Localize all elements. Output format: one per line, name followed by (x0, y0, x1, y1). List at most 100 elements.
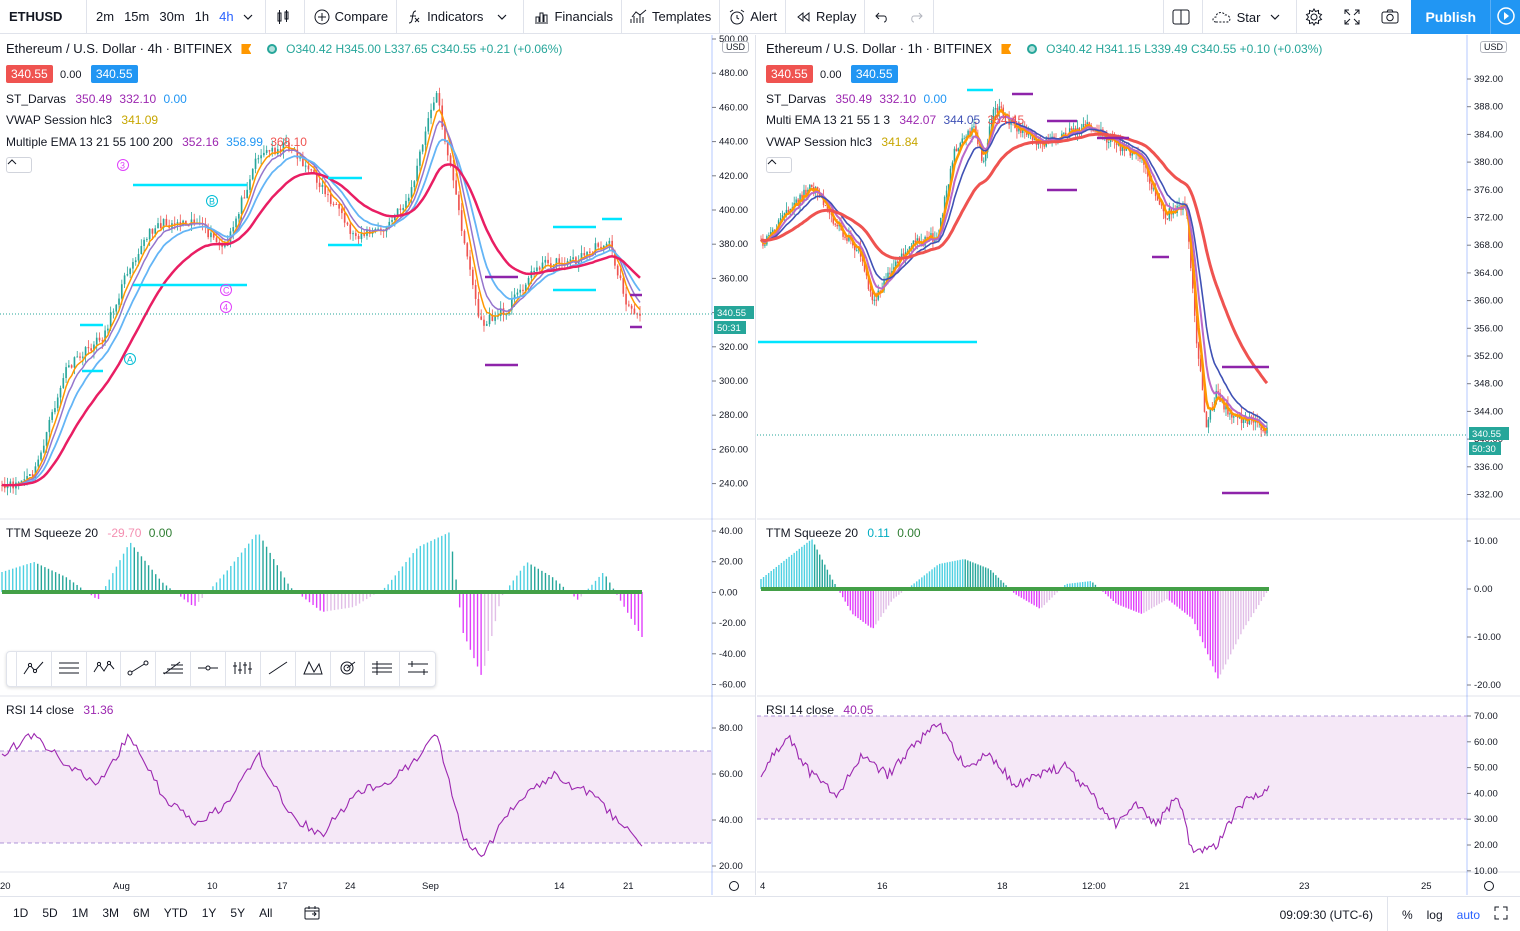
chevron-down-icon[interactable] (1266, 8, 1284, 26)
candle-body (1207, 419, 1210, 428)
range-5d[interactable]: 5D (42, 905, 58, 920)
range-all[interactable]: All (259, 905, 273, 920)
candle-body (90, 348, 92, 351)
interval-2m[interactable]: 2m (96, 9, 115, 24)
left-currency-label[interactable]: USD (722, 41, 750, 53)
legend-collapse-button[interactable] (6, 157, 32, 173)
replay-button[interactable]: Replay (786, 0, 864, 34)
left-rsi-legend[interactable]: RSI 14 close 31.36 (6, 703, 113, 717)
alert-button[interactable]: Alert (720, 0, 785, 34)
layout-button[interactable] (1164, 0, 1202, 34)
tool-trend-line[interactable] (121, 652, 157, 686)
left-indicator-multi-ema[interactable]: Multiple EMA 13 21 55 100 200 352.16 358… (6, 135, 307, 149)
chevron-down-icon[interactable] (239, 8, 257, 26)
ema-line (760, 132, 1269, 385)
clock[interactable]: 09:09:30 (UTC-6) (1279, 907, 1373, 922)
wave-label: B (209, 197, 215, 207)
range-6m[interactable]: 6M (133, 905, 150, 920)
left-buy-button[interactable]: 340.55 (90, 65, 138, 83)
right-indicator-st-darvas[interactable]: ST_Darvas 350.49 332.10 0.00 (766, 92, 947, 106)
financials-button[interactable]: Financials (524, 0, 621, 34)
flag-icon[interactable] (1001, 44, 1012, 54)
fullscreen-chart-button[interactable] (1487, 906, 1520, 923)
tool-pattern[interactable] (87, 652, 122, 686)
publish-button[interactable]: Publish (1411, 0, 1490, 34)
interval-4h[interactable]: 4h (219, 9, 234, 24)
legend-collapse-button[interactable] (766, 157, 792, 173)
interval-1h[interactable]: 1h (194, 9, 210, 24)
range-3m[interactable]: 3M (102, 905, 120, 920)
candle-body (98, 337, 101, 341)
log-scale-toggle[interactable]: log (1426, 907, 1443, 922)
right-chart-canvas[interactable]: 392.00 388.00 384.00 380.00 376.00 372.00 368.… (757, 35, 1520, 895)
interval-15m[interactable]: 15m (124, 9, 150, 24)
tool-xabcd[interactable] (296, 652, 331, 686)
left-symbol-title[interactable]: Ethereum / U.S. Dollar · 4h · BITFINEX (6, 41, 233, 56)
undo-button[interactable] (865, 0, 903, 34)
zigzag-icon (23, 660, 45, 679)
right-buy-sell: 340.55 0.00 340.55 (766, 65, 902, 83)
gear-icon (1305, 8, 1323, 26)
calendar-icon (304, 905, 320, 923)
drag-handle[interactable] (7, 652, 17, 686)
left-sell-button[interactable]: 340.55 (6, 65, 53, 83)
publish-video-button[interactable] (1490, 0, 1520, 34)
left-chart[interactable]: 500.00 480.00 460.00 440.00 420.00 400.00 380.… (0, 35, 756, 895)
candle-body (967, 130, 969, 137)
redo-button[interactable] (903, 0, 933, 34)
tool-line[interactable] (261, 652, 296, 686)
left-chart-canvas[interactable]: 500.00480.00460.00440.00420.00400.00380.… (0, 35, 756, 895)
tool-parallel-lines[interactable] (52, 652, 87, 686)
indicators-button[interactable]: Indicators (397, 0, 523, 34)
range-1m[interactable]: 1M (71, 905, 89, 920)
right-sell-button[interactable]: 340.55 (766, 65, 813, 83)
candle-body (594, 243, 597, 254)
settings-button[interactable] (1297, 0, 1335, 34)
auto-scale-toggle[interactable]: auto (1456, 907, 1480, 922)
percent-scale-toggle[interactable]: % (1401, 907, 1413, 922)
candle-body (630, 305, 633, 309)
star-button[interactable]: Star (1203, 0, 1297, 34)
flag-icon[interactable] (241, 44, 252, 54)
axis-settings-gear-icon[interactable] (1484, 881, 1494, 891)
range-1d[interactable]: 1D (13, 905, 29, 920)
tool-horizontal-ray[interactable] (191, 652, 227, 686)
range-5y[interactable]: 5Y (230, 905, 246, 920)
right-indicator-vwap[interactable]: VWAP Session hlc3 341.84 (766, 135, 918, 149)
right-buy-button[interactable]: 340.55 (850, 65, 898, 83)
interval-group: 2m 15m 30m 1h 4h (87, 0, 265, 34)
axis-settings-gear-icon[interactable] (729, 881, 739, 891)
right-rsi-legend[interactable]: RSI 14 close 40.05 (766, 703, 873, 717)
candle-body (602, 245, 605, 249)
symbol-search[interactable]: ETHUSD (9, 9, 63, 24)
chart-type-button[interactable] (266, 0, 304, 34)
tool-trend-angle[interactable] (17, 652, 52, 686)
tool-fib[interactable] (156, 652, 192, 686)
range-ytd[interactable]: YTD (163, 905, 188, 920)
candle-body (84, 347, 87, 357)
tool-long-position[interactable] (365, 652, 401, 686)
left-squeeze-legend[interactable]: TTM Squeeze 20 -29.70 0.00 (6, 526, 172, 540)
snapshot-button[interactable] (1373, 0, 1411, 34)
left-indicator-vwap[interactable]: VWAP Session hlc3 341.09 (6, 113, 158, 127)
chevron-down-icon[interactable] (493, 8, 511, 26)
candle-body (243, 197, 246, 199)
right-currency-label[interactable]: USD (1480, 41, 1508, 53)
tool-date-range[interactable] (400, 652, 435, 686)
goto-date-button[interactable] (297, 905, 327, 923)
fullscreen-button[interactable] (1335, 0, 1373, 34)
candle-body (20, 480, 23, 483)
interval-30m[interactable]: 30m (159, 9, 185, 24)
right-chart[interactable]: 392.00 388.00 384.00 380.00 376.00 372.00 368.… (757, 35, 1520, 895)
candle-body (37, 459, 40, 467)
right-indicator-multi-ema[interactable]: Multi EMA 13 21 55 1 3 342.07 344.05 354… (766, 113, 1024, 127)
candle-body (1016, 127, 1018, 132)
right-squeeze-legend[interactable]: TTM Squeeze 20 0.11 0.00 (766, 526, 921, 540)
tool-bars-pattern[interactable] (226, 652, 261, 686)
compare-button[interactable]: Compare (305, 0, 396, 34)
right-symbol-title[interactable]: Ethereum / U.S. Dollar · 1h · BITFINEX (766, 41, 993, 56)
templates-button[interactable]: Templates (622, 0, 719, 34)
left-indicator-st-darvas[interactable]: ST_Darvas 350.49 332.10 0.00 (6, 92, 187, 106)
tool-spiral[interactable] (331, 652, 366, 686)
range-1y[interactable]: 1Y (201, 905, 217, 920)
